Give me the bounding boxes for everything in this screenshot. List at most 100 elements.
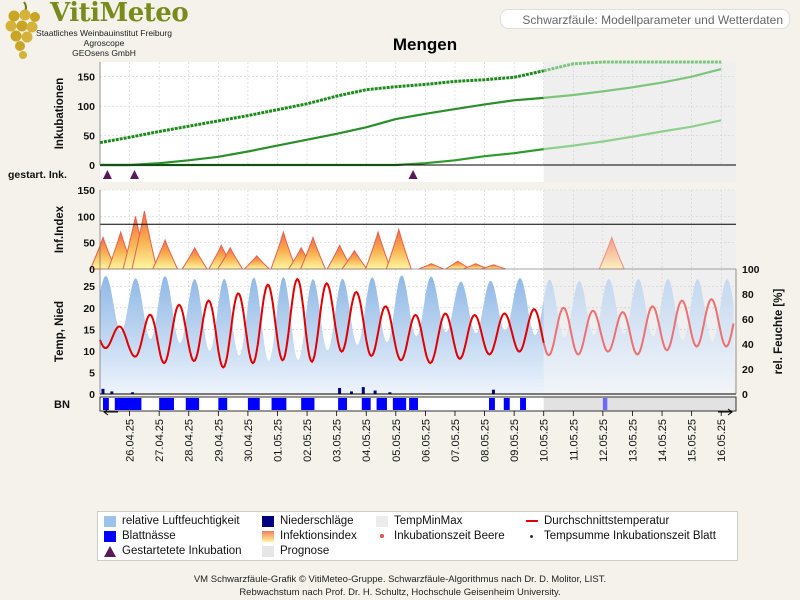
temperature-tick-label: 20 [83, 303, 95, 315]
humidity-tick-label: 60 [742, 314, 754, 326]
temperature-tick-label: 10 [83, 346, 95, 358]
infektionsindex-peak [243, 255, 271, 270]
x-tick-label: 11.05.25 [568, 419, 580, 461]
x-tick-label: 14.05.25 [657, 419, 669, 462]
legend-item-durchschnittstemperatur: Durchschnittstemperatur [526, 515, 669, 527]
legend-label: TempMinMax [394, 515, 463, 527]
legend: relative Luftfeuchtigkeit Niederschläge … [97, 511, 738, 561]
legend-label: Durchschnittstemperatur [544, 515, 670, 527]
inkubationen-tick-label: 50 [83, 131, 95, 143]
inkubation-series-1 [99, 69, 545, 145]
inkubation-series-2 [100, 96, 544, 167]
inkubation-series-3-forecast [543, 119, 722, 151]
legend-swatch [376, 515, 388, 527]
infektionsindex-peak [480, 264, 507, 270]
infindex-tick-label: 150 [77, 185, 95, 197]
blattnaesse-bar [159, 398, 174, 410]
legend-label: Niederschläge [280, 515, 354, 527]
forecast-region-bn [543, 397, 736, 411]
precipitation-bar [388, 392, 392, 394]
x-tick-label: 13.05.25 [627, 419, 639, 462]
x-tick-label: 29.04.25 [213, 419, 225, 462]
x-tick-label: 02.05.25 [302, 419, 314, 462]
humidity-area-forecast [543, 279, 734, 394]
infektionsindex-peak [385, 227, 412, 270]
blattnaesse-bar [361, 398, 371, 410]
legend-swatch [104, 530, 116, 542]
blattnaesse-bar [301, 398, 315, 410]
header-badge: Schwarzfäule: Modellparameter und Wetter… [500, 9, 790, 29]
brand-line-1: Staatliches Weinbauinstitut Freiburg [36, 28, 172, 38]
x-tick-label: 27.04.25 [154, 419, 166, 462]
infektionsindex-peak [598, 235, 625, 270]
infindex-axis-label: Inf.Index [54, 205, 66, 253]
temperature-tick-label: 0 [89, 389, 95, 401]
humidity-tick-label: 80 [742, 289, 754, 301]
inkubationen-tick-label: 0 [89, 160, 95, 172]
x-tick-label: 28.04.25 [184, 419, 196, 462]
infindex-tick-label: 50 [83, 238, 95, 250]
legend-swatch [530, 534, 533, 538]
inkubationen-axis-label: Inkubationen [54, 78, 66, 150]
humidity-area [100, 275, 544, 394]
temperature-tick-label: 25 [83, 281, 95, 293]
infektionsindex-peak [364, 230, 392, 270]
legend-label: Blattnässe [122, 530, 176, 542]
precipitation-bar [131, 392, 135, 394]
credits: VM Schwarzfäule-Grafik © VitiMeteo-Grupp… [0, 573, 800, 599]
legend-swatch [104, 515, 116, 527]
legend-label: Tempsumme Inkubationszeit Blatt [544, 530, 716, 542]
precipitation-bar [110, 391, 114, 394]
blattnaesse-bar [503, 398, 510, 410]
infektionsindex-peak [299, 235, 327, 270]
precipitation-bar [361, 387, 365, 394]
x-tick-label: 09.05.25 [509, 419, 521, 462]
legend-swatch [262, 545, 274, 557]
infektionsindex-peak [131, 211, 158, 270]
x-tick-label: 05.05.25 [391, 419, 403, 462]
temperature-line [99, 277, 545, 369]
brand-line-2: Agroscope [83, 38, 125, 48]
legend-item-niederschlaege: Niederschläge [262, 515, 354, 527]
blattnaesse-bar [114, 398, 142, 410]
blattnaesse-bar [392, 398, 407, 410]
arrow-right-icon [718, 408, 733, 416]
inkubation-series-1-forecast [543, 60, 722, 73]
infektionsindex-peak [341, 249, 368, 270]
infektionsindex-peak [418, 263, 444, 270]
x-tick-label: 03.05.25 [332, 419, 344, 462]
gestartete-inkubation-marker [130, 170, 140, 179]
blattnaesse-bar [185, 398, 200, 410]
blattnaesse-bar [271, 398, 287, 410]
gestartete-inkubation-marker [408, 170, 418, 179]
legend-swatch [380, 534, 384, 538]
blattnaesse-bar [247, 398, 260, 410]
legend-item-luftfeuchte: relative Luftfeuchtigkeit [104, 515, 240, 527]
blattnaesse-bar [376, 398, 387, 410]
legend-swatch [262, 530, 274, 542]
legend-label: Gestartetete Inkubation [122, 545, 242, 557]
brand-name: VitiMeteo [50, 0, 189, 28]
infindex-tick-label: 100 [77, 211, 95, 223]
infektionsindex-peak [270, 230, 297, 270]
precipitation-bar [338, 387, 342, 394]
blattnaesse-label: BN [54, 399, 70, 411]
legend-item-infektionsindex: Infektionsindex [262, 530, 357, 542]
legend-label: Infektionsindex [280, 530, 357, 542]
precipitation-bar [101, 388, 105, 394]
humidity-tick-label: 100 [742, 264, 760, 276]
humidity-axis-label: rel. Feuchte [%] [773, 289, 785, 375]
x-tick-label: 08.05.25 [480, 419, 492, 462]
blattnaesse-bar [102, 398, 109, 410]
humidity-tick-label: 0 [742, 389, 748, 401]
legend-item-inkubationszeit-beere: Inkubationszeit Beere [376, 530, 505, 542]
temperature-tick-label: 5 [89, 367, 95, 379]
credits-line-1: VM Schwarzfäule-Grafik © VitiMeteo-Grupp… [193, 574, 607, 585]
inkubationen-tick-label: 150 [77, 72, 95, 84]
brand-logo: VitiMeteo Staatliches Weinbauinstitut Fr… [4, 0, 204, 62]
x-tick-label: 30.04.25 [243, 419, 255, 462]
precipitation-bar [349, 391, 353, 394]
chart-title: Mengen [392, 35, 458, 54]
legend-item-blattnaesse: Blattnässe [104, 530, 176, 542]
